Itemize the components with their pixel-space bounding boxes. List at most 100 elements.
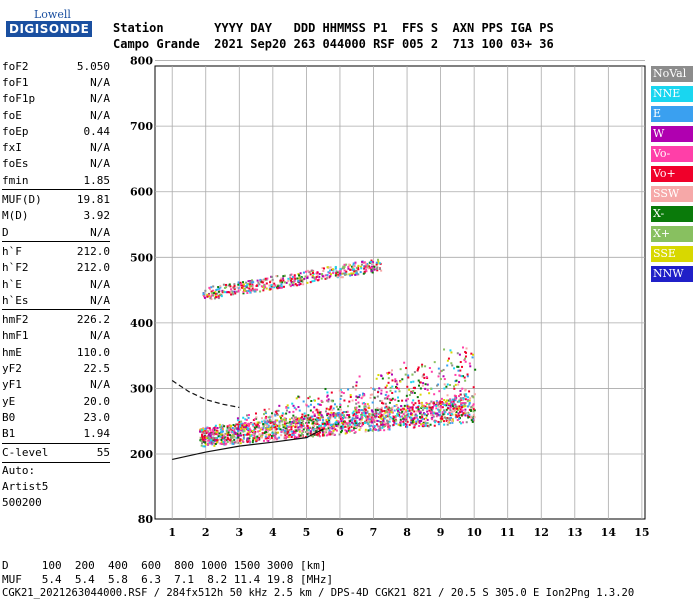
echo-point [236,432,239,435]
echo-point [449,404,452,407]
echo-point [472,396,475,399]
echo-point [390,411,393,414]
echo-point [357,264,360,267]
echo-point [359,418,362,421]
echo-point [336,274,339,277]
echo-point [244,426,247,429]
echo-point [450,403,453,406]
echo-point [240,284,243,287]
echo-point [320,424,323,427]
echo-point [427,413,430,416]
echo-point [384,409,387,412]
legend-item-x-: X+ [651,226,693,242]
echo-point [417,420,420,423]
echo-point [408,388,411,391]
echo-point [397,396,400,399]
echo-point [297,395,300,398]
echo-point [292,424,295,427]
echo-point [351,417,354,420]
echo-point [331,268,334,271]
echo-point [308,418,311,421]
echo-point [347,416,350,419]
echo-point [294,277,297,280]
param-row: MUF(D) 19.81 [2,191,110,207]
echo-point [326,412,329,415]
echo-point [202,438,205,441]
echo-point [313,430,316,433]
echo-point [297,422,300,425]
echo-point [406,425,409,428]
echo-point [322,419,325,422]
param-label: hmE [2,345,22,359]
param-label: h`F [2,244,22,258]
echo-point [290,426,293,429]
echo-point [350,421,353,424]
echo-point [464,379,467,382]
param-label: MUF(D) [2,193,42,207]
echo-point [437,383,440,386]
echo-point [243,289,246,292]
echo-point [461,409,464,412]
echo-point [339,408,342,411]
echo-point [276,285,279,288]
echo-point [232,293,235,296]
echo-point [349,429,352,432]
echo-point [345,426,348,429]
x-tick-label: 13 [567,526,582,539]
echo-point [237,281,240,284]
echo-point [326,276,329,279]
echo-point [441,411,444,414]
echo-point [431,412,434,415]
echo-point [358,428,361,431]
echo-point [454,399,457,402]
echo-point [294,428,297,431]
echo-point [226,438,229,441]
echo-point [357,268,360,271]
echo-point [422,423,425,426]
x-tick-label: 12 [534,526,549,539]
echo-point [329,275,332,278]
echo-point [252,419,255,422]
echo-point [315,423,318,426]
echo-point [436,384,439,387]
echo-point [440,415,443,418]
echo-point [237,289,240,292]
echo-point [464,410,467,413]
echo-point [211,441,214,444]
echo-point [433,361,436,364]
echo-point [306,419,309,422]
echo-point [354,399,357,402]
echo-point [264,286,267,289]
echo-point [307,397,310,400]
echo-point [390,399,393,402]
echo-point [454,407,457,410]
echo-point [378,387,381,390]
echo-point [433,404,436,407]
echo-point [283,418,286,421]
echo-point [274,422,277,425]
echo-point [419,387,422,390]
echo-point [463,402,466,405]
echo-point [236,419,239,422]
echo-point [312,426,315,429]
echo-point [353,268,356,271]
echo-point [300,276,303,279]
echo-point [320,399,323,402]
echo-point [410,421,413,424]
echo-point [215,296,218,299]
echo-point [205,430,208,433]
echo-point [338,270,341,273]
echo-point [387,381,390,384]
echo-point [446,420,449,423]
echo-point [371,414,374,417]
echo-point [258,425,261,428]
echo-point [294,431,297,434]
echo-point [332,433,335,436]
echo-point [217,297,220,300]
echo-point [202,429,205,432]
param-value: 0.44 [83,124,111,138]
echo-point [289,420,292,423]
echo-point [307,426,310,429]
echo-point [402,420,405,423]
echo-point [291,433,294,436]
